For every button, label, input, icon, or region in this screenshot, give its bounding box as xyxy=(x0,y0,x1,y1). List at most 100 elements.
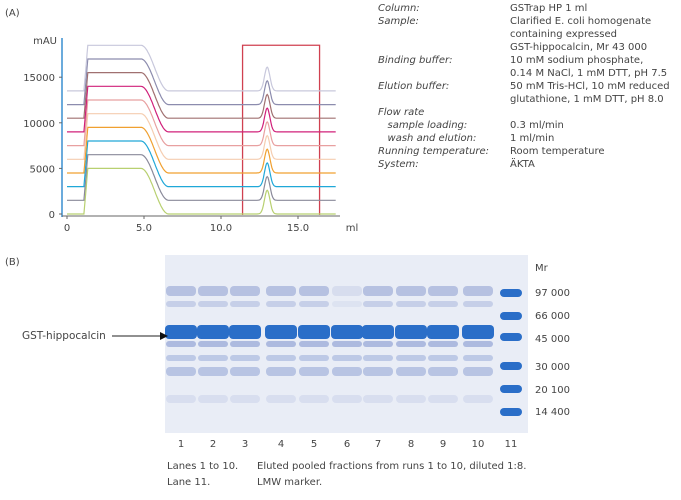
trace-run-2 xyxy=(67,154,336,201)
run-conditions: Column: GSTrap HP 1 ml Sample: Clarified E.… xyxy=(378,2,680,171)
trace-run-6 xyxy=(67,99,336,147)
condition-label: System: xyxy=(378,159,419,170)
gst-hippocalcin-band xyxy=(462,325,494,339)
contaminant-band xyxy=(198,395,228,403)
condition-row: Running temperature: Room temperature xyxy=(378,145,680,158)
contaminant-band xyxy=(266,355,296,361)
trace-run-1 xyxy=(67,167,336,215)
trace-run-7 xyxy=(67,85,336,133)
marker-band xyxy=(500,333,522,341)
trace-run-9 xyxy=(67,58,336,106)
contaminant-band xyxy=(363,367,393,376)
lane-number: 1 xyxy=(177,439,185,450)
contaminant-band xyxy=(266,341,296,347)
contaminant-band xyxy=(463,341,493,347)
contaminant-band xyxy=(332,341,362,347)
condition-value: GSTrap HP 1 ml xyxy=(510,3,588,14)
condition-value: 10 mM sodium phosphate, 0.14 M NaCl, 1 mM… xyxy=(510,55,668,79)
x-tick-label: 10.0 xyxy=(210,223,232,234)
contaminant-band xyxy=(463,286,493,296)
condition-label: Column: xyxy=(378,3,420,14)
gst-hippocalcin-band xyxy=(197,325,229,339)
marker-band xyxy=(500,385,522,393)
contaminant-band xyxy=(166,395,196,403)
contaminant-band xyxy=(428,286,458,296)
contaminant-band xyxy=(332,367,362,376)
marker-band xyxy=(500,289,522,297)
contaminant-band xyxy=(198,355,228,361)
band-label: GST-hippocalcin xyxy=(22,330,106,342)
contaminant-band xyxy=(198,341,228,347)
mr-label: Mr xyxy=(535,263,548,274)
condition-label: Elution buffer: xyxy=(378,81,450,92)
condition-row: Sample: Clarified E. coli homogenate conta… xyxy=(378,15,680,54)
y-tick-label: 0 xyxy=(49,210,55,221)
trace-run-8 xyxy=(67,71,336,119)
contaminant-band xyxy=(299,301,329,307)
contaminant-band xyxy=(396,301,426,307)
contaminant-band xyxy=(299,286,329,296)
contaminant-band xyxy=(332,286,362,296)
marker-mass-label: 45 000 xyxy=(535,334,570,345)
contaminant-band xyxy=(299,395,329,403)
marker-mass-label: 97 000 xyxy=(535,288,570,299)
contaminant-band xyxy=(428,301,458,307)
condition-value: Room temperature xyxy=(510,146,605,157)
condition-label: Flow rate xyxy=(378,107,425,118)
contaminant-band xyxy=(166,367,196,376)
contaminant-band xyxy=(363,301,393,307)
contaminant-band xyxy=(363,355,393,361)
condition-value: 0.3 ml/min xyxy=(510,120,564,131)
contaminant-band xyxy=(166,286,196,296)
contaminant-band xyxy=(396,355,426,361)
contaminant-band xyxy=(299,367,329,376)
contaminant-band xyxy=(396,395,426,403)
contaminant-band xyxy=(266,301,296,307)
condition-row: Elution buffer: 50 mM Tris-HCl, 10 mM red… xyxy=(378,80,680,106)
marker-band xyxy=(500,362,522,370)
lane-number: 8 xyxy=(407,439,415,450)
marker-band xyxy=(500,312,522,320)
y-tick-label: 10000 xyxy=(23,119,55,130)
contaminant-band xyxy=(299,341,329,347)
trace-run-5 xyxy=(67,113,336,160)
condition-value: 50 mM Tris-HCl, 10 mM reduced glutathione… xyxy=(510,81,670,105)
lane-number: 4 xyxy=(277,439,285,450)
condition-value: ÄKTA xyxy=(510,159,535,170)
contaminant-band xyxy=(230,367,260,376)
lane-number: 11 xyxy=(504,439,518,450)
gst-hippocalcin-band xyxy=(298,325,330,339)
y-tick-label: 5000 xyxy=(30,164,55,175)
lane-number: 10 xyxy=(471,439,485,450)
marker-mass-label: 30 000 xyxy=(535,362,570,373)
condition-label: sample loading: xyxy=(378,120,468,131)
trace-run-4 xyxy=(67,126,336,174)
contaminant-band xyxy=(166,301,196,307)
contaminant-band xyxy=(230,301,260,307)
contaminant-band xyxy=(463,301,493,307)
lane-number: 5 xyxy=(310,439,318,450)
marker-mass-label: 20 100 xyxy=(535,385,570,396)
gst-hippocalcin-band xyxy=(427,325,459,339)
y-axis-label: mAU xyxy=(33,36,57,47)
contaminant-band xyxy=(428,355,458,361)
contaminant-band xyxy=(363,286,393,296)
contaminant-band xyxy=(463,367,493,376)
contaminant-band xyxy=(266,286,296,296)
lane-number: 9 xyxy=(439,439,447,450)
caption-row: Lane 11. LMW marker. xyxy=(167,475,526,491)
trace-run-3 xyxy=(67,140,336,188)
caption-row: Lanes 1 to 10. Eluted pooled fractions fr… xyxy=(167,459,526,475)
condition-value xyxy=(510,106,680,119)
condition-row: Binding buffer: 10 mM sodium phosphate, 0.… xyxy=(378,54,680,80)
lane-number: 7 xyxy=(374,439,382,450)
x-axis-label: ml xyxy=(346,223,359,234)
contaminant-band xyxy=(299,355,329,361)
condition-row: Column: GSTrap HP 1 ml xyxy=(378,2,680,15)
chromatogram: 0 5000 10000 15000 0 5.0 10.0 15.0 mAU ml xyxy=(23,36,359,234)
contaminant-band xyxy=(166,341,196,347)
condition-row: Flow rate xyxy=(378,106,680,119)
condition-row: wash and elution: 1 ml/min xyxy=(378,132,680,145)
sds-page-gel xyxy=(165,255,528,433)
